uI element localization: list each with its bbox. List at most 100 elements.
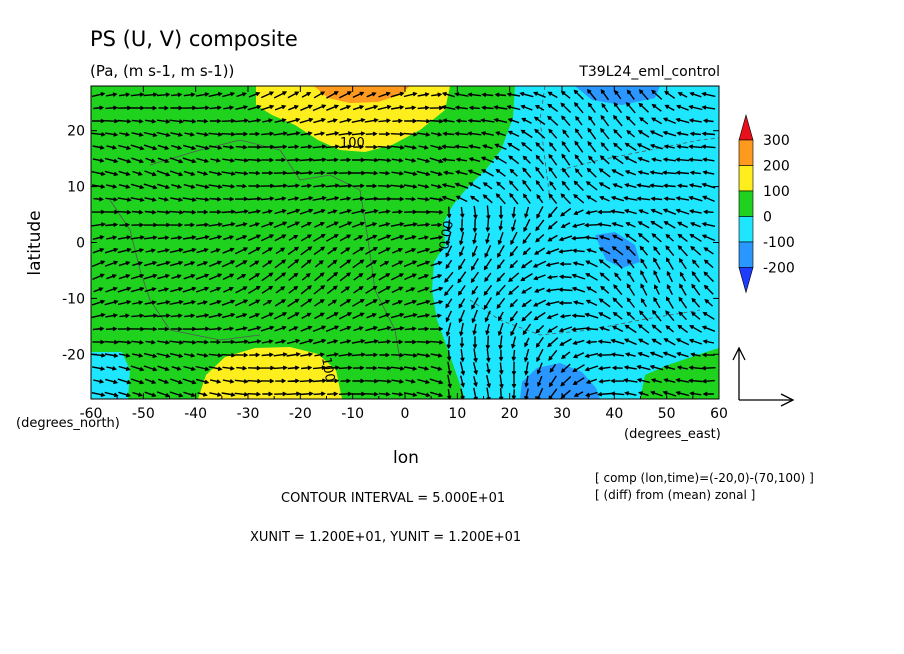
wind-vector [379, 170, 391, 176]
wind-vector [561, 180, 570, 191]
wind-vector [521, 299, 532, 308]
wind-vector [106, 274, 117, 280]
wind-vector [534, 105, 545, 111]
wind-vector [339, 299, 352, 307]
wind-vector [535, 324, 545, 334]
wind-vector [498, 335, 503, 350]
wind-vector [327, 259, 338, 268]
wind-vector [105, 105, 118, 111]
wind-vector [195, 378, 210, 385]
wind-vector [559, 261, 572, 267]
wind-vector [313, 233, 326, 242]
wind-vector [498, 205, 504, 220]
wind-vector [209, 235, 223, 241]
wind-vector [182, 286, 197, 293]
wind-vector [584, 222, 599, 228]
wind-vector [597, 222, 612, 227]
wind-vector [312, 378, 327, 383]
wind-vector [312, 157, 327, 162]
wind-vector [446, 219, 451, 232]
wind-vector [221, 392, 236, 397]
wind-vector [509, 245, 519, 257]
wind-vector [418, 366, 430, 371]
wind-vector [624, 183, 637, 189]
wind-vector [158, 287, 170, 292]
wind-vector [195, 92, 210, 97]
wind-vector [416, 247, 431, 254]
wind-vector [288, 272, 299, 281]
wind-vector [430, 353, 443, 358]
wind-vector [300, 259, 312, 269]
wind-vector [637, 221, 650, 229]
wind-vector [364, 378, 379, 384]
wind-vector [447, 374, 452, 389]
wind-vector [261, 221, 274, 228]
wind-vector [390, 222, 405, 227]
wind-vector [429, 157, 444, 164]
wind-vector [637, 130, 650, 138]
wind-vector [460, 388, 465, 399]
wind-vector [458, 309, 466, 324]
wind-vector [573, 180, 584, 191]
wind-vector [352, 183, 365, 189]
wind-vector [443, 170, 454, 175]
wind-vector [261, 352, 274, 358]
wind-vector [104, 260, 119, 267]
wind-vector [403, 222, 418, 227]
wind-vector [132, 261, 144, 267]
wind-vector [234, 196, 249, 202]
wind-vector [197, 392, 208, 397]
wind-vector [221, 209, 236, 214]
wind-vector [287, 183, 301, 188]
x-tick-label: -20 [289, 406, 312, 422]
wind-vector [472, 218, 478, 233]
wind-vector [691, 259, 700, 269]
wind-vector [287, 298, 300, 308]
wind-vector [378, 247, 391, 255]
wind-vector [326, 91, 339, 99]
wind-vector [195, 184, 210, 189]
wind-vector [156, 210, 171, 215]
wind-vector [105, 326, 118, 332]
wind-vector [118, 365, 131, 371]
wind-vector [558, 300, 572, 306]
wind-vector [170, 326, 183, 332]
wind-vector [418, 235, 430, 240]
wind-vector [365, 352, 379, 358]
wind-vector [260, 91, 275, 99]
wind-vector [104, 247, 119, 254]
wind-vector [613, 128, 623, 139]
wind-vector [431, 92, 443, 97]
wind-vector [326, 104, 340, 111]
wind-vector [689, 91, 702, 98]
wind-vector [131, 248, 145, 253]
wind-vector [104, 339, 119, 345]
plot-area: 100 100 0.00 [90, 85, 720, 400]
wind-vector [675, 390, 690, 397]
wind-vector [496, 297, 506, 309]
wind-vector [702, 391, 714, 397]
wind-vector [571, 248, 585, 253]
wind-vector [352, 105, 365, 111]
wind-vector [598, 235, 610, 241]
wind-vector [313, 391, 326, 397]
wind-vector [560, 222, 571, 228]
wind-vector [663, 338, 676, 346]
wind-vector [536, 206, 544, 219]
colorbar-level-label: 300 [763, 133, 790, 149]
wind-vector [104, 157, 119, 164]
wind-vector [524, 206, 530, 219]
wind-vector [611, 155, 624, 165]
wind-vector [143, 235, 158, 240]
wind-vector [679, 283, 687, 296]
wind-vector [454, 182, 469, 189]
wind-vector [157, 365, 170, 372]
wind-vector [158, 378, 170, 384]
wind-vector [91, 392, 106, 397]
wind-vector [480, 118, 495, 123]
wind-vector [561, 167, 570, 178]
wind-vector [485, 219, 491, 233]
wind-vector [261, 170, 274, 176]
wind-vector [533, 116, 546, 126]
wind-vector [535, 179, 544, 192]
